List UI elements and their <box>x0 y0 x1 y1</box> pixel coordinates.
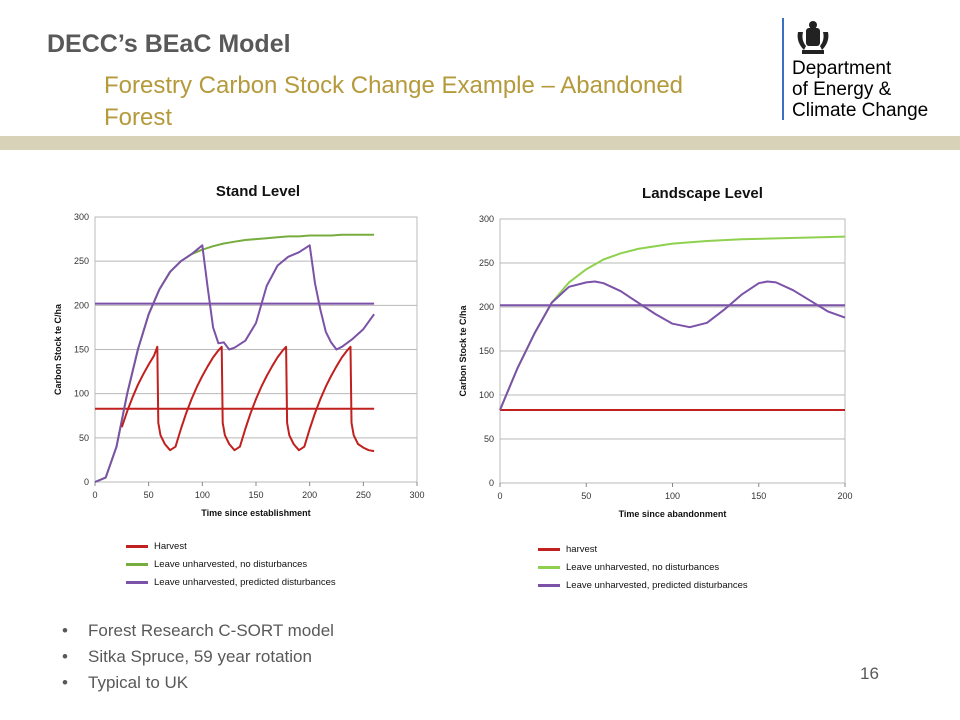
legend-label: Leave unharvested, predicted disturbance… <box>566 579 748 591</box>
y-tick-label: 300 <box>479 214 494 224</box>
x-tick-label: 200 <box>302 490 317 500</box>
x-tick-label: 100 <box>195 490 210 500</box>
bullet-item: • Typical to UK <box>62 673 189 692</box>
royal-crest-icon <box>797 21 829 54</box>
x-tick-label: 50 <box>581 491 591 501</box>
legend-label: Leave unharvested, no disturbances <box>566 561 720 573</box>
legend-swatch <box>126 562 148 566</box>
department-logo: Department of Energy & Climate Change <box>782 18 952 121</box>
legend-item: harvest <box>538 540 748 558</box>
bullet-text: Sitka Spruce, 59 year rotation <box>88 647 312 666</box>
legend-label: Leave unharvested, predicted disturbance… <box>154 576 336 588</box>
x-tick-label: 100 <box>665 491 680 501</box>
bullet-list: • Forest Research C-SORT model • Sitka Spr… <box>62 618 334 696</box>
department-name-line: of Energy & <box>792 79 892 100</box>
y-axis-label: Carbon Stock te C/ha <box>458 304 468 396</box>
bullet-item: • Forest Research C-SORT model <box>62 621 334 640</box>
y-tick-label: 50 <box>484 434 494 444</box>
header-band <box>0 136 960 150</box>
legend-swatch <box>538 547 560 551</box>
x-tick-label: 150 <box>248 490 263 500</box>
chart-title: Landscape Level <box>642 185 763 202</box>
y-tick-label: 300 <box>74 212 89 222</box>
bullet-item: • Sitka Spruce, 59 year rotation <box>62 647 312 666</box>
y-tick-label: 150 <box>479 346 494 356</box>
y-tick-label: 100 <box>74 389 89 399</box>
series-line-4 <box>120 345 375 453</box>
y-tick-label: 0 <box>84 477 89 487</box>
legend-item: Leave unharvested, predicted disturbance… <box>538 576 748 594</box>
legend-swatch <box>126 544 148 548</box>
y-tick-label: 150 <box>74 345 89 355</box>
logo-divider <box>782 18 784 120</box>
stand-level-chart: Stand Level 0 50 100 150 200 250 300 0 50 100 150 20… <box>53 183 425 518</box>
slide-subtitle: Forestry Carbon Stock Change Example – A… <box>104 72 684 131</box>
x-axis-label: Time since abandonment <box>619 509 727 519</box>
legend-swatch <box>126 580 148 584</box>
x-tick-label: 200 <box>837 491 852 501</box>
y-tick-label: 200 <box>479 302 494 312</box>
y-tick-label: 100 <box>479 390 494 400</box>
y-tick-label: 0 <box>489 478 494 488</box>
page-number: 16 <box>860 664 879 683</box>
legend-label: harvest <box>566 543 598 555</box>
x-tick-label: 0 <box>92 490 97 500</box>
department-name-line: Climate Change <box>792 100 929 121</box>
y-tick-label: 250 <box>74 256 89 266</box>
x-tick-label: 250 <box>356 490 371 500</box>
bullet-text: Forest Research C-SORT model <box>88 621 334 640</box>
x-axis-label: Time since establishment <box>201 508 310 518</box>
landscape-level-chart: Landscape Level 0 50 100 150 200 250 300 0 50 100 1… <box>458 185 853 519</box>
y-tick-label: 200 <box>74 300 89 310</box>
legend-label: Harvest <box>154 540 187 552</box>
legend-swatch <box>538 565 560 569</box>
x-tick-label: 50 <box>144 490 154 500</box>
series-line-2 <box>94 244 375 483</box>
x-tick-label: 0 <box>497 491 502 501</box>
legend-swatch <box>538 583 560 587</box>
legend-item: Leave unharvested, no disturbances <box>538 558 748 576</box>
x-tick-label: 150 <box>751 491 766 501</box>
series-line-2 <box>499 280 846 411</box>
legend-item: Leave unharvested, predicted disturbance… <box>126 573 336 591</box>
legend-label: Leave unharvested, no disturbances <box>154 558 308 570</box>
y-axis-label: Carbon Stock te C/ha <box>53 303 63 395</box>
legend-item: Harvest <box>126 537 336 555</box>
department-name-line: Department <box>792 58 892 79</box>
legend-item: Leave unharvested, no disturbances <box>126 555 336 573</box>
chart-title: Stand Level <box>216 183 300 200</box>
slide-title: DECC’s BEaC Model <box>47 30 291 58</box>
y-tick-label: 50 <box>79 433 89 443</box>
y-tick-label: 250 <box>479 258 494 268</box>
landscape-legend: harvest Leave unharvested, no disturbanc… <box>538 540 748 594</box>
bullet-text: Typical to UK <box>88 673 189 692</box>
stand-legend: Harvest Leave unharvested, no disturbanc… <box>126 537 336 591</box>
x-tick-label: 300 <box>409 490 424 500</box>
